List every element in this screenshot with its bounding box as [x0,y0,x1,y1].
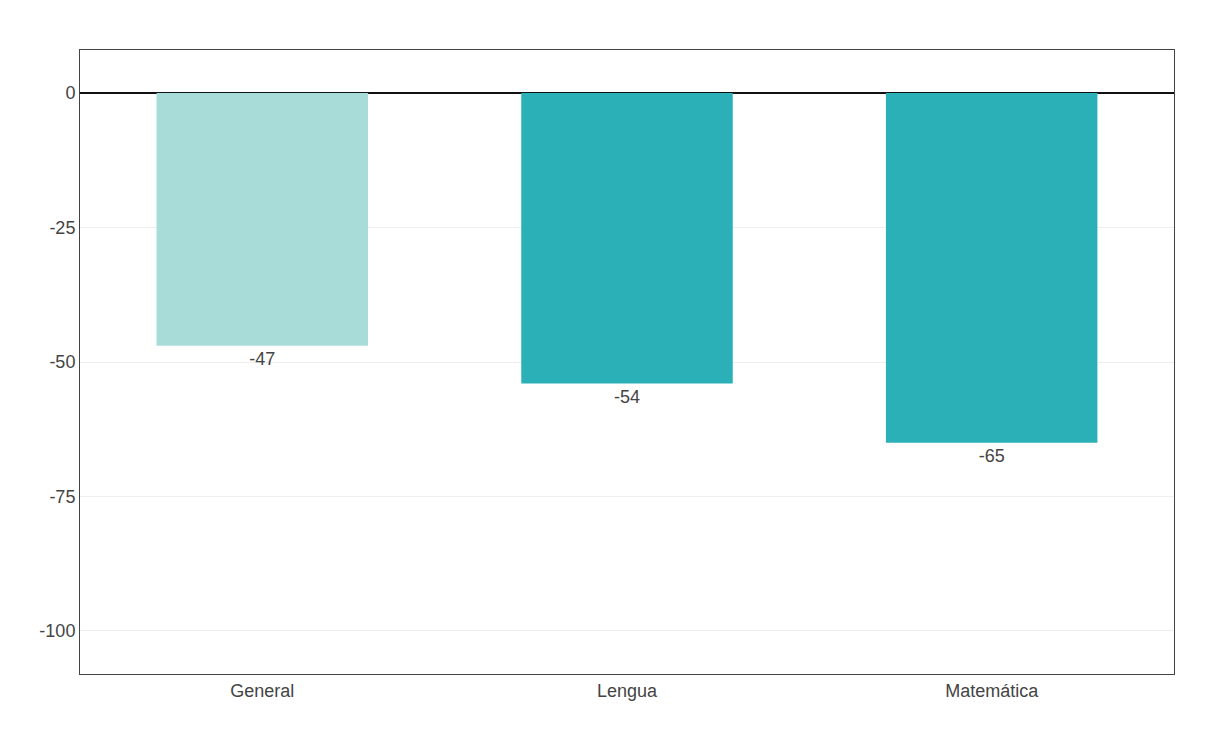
svg-text:0: 0 [65,83,75,103]
svg-text:General: General [230,681,294,701]
svg-text:-25: -25 [49,218,75,238]
svg-text:-47: -47 [249,349,275,369]
svg-text:-100: -100 [39,621,75,641]
svg-text:-65: -65 [979,446,1005,466]
svg-text:-75: -75 [49,487,75,507]
svg-text:Lengua: Lengua [597,681,658,701]
svg-text:-50: -50 [49,352,75,372]
svg-text:Matemática: Matemática [945,681,1039,701]
svg-text:-54: -54 [614,387,640,407]
